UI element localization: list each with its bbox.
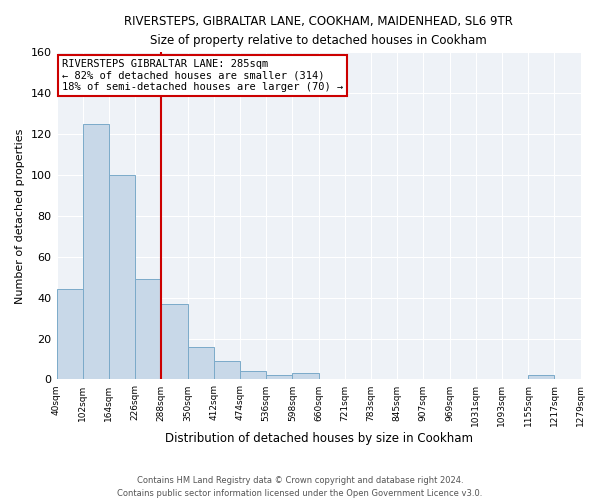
Text: RIVERSTEPS GIBRALTAR LANE: 285sqm
← 82% of detached houses are smaller (314)
18%: RIVERSTEPS GIBRALTAR LANE: 285sqm ← 82% … — [62, 59, 343, 92]
Bar — [240, 372, 266, 380]
Bar — [135, 280, 161, 380]
Bar — [528, 376, 554, 380]
Bar — [188, 346, 214, 380]
Text: Contains HM Land Registry data © Crown copyright and database right 2024.
Contai: Contains HM Land Registry data © Crown c… — [118, 476, 482, 498]
Bar — [109, 175, 135, 380]
Bar — [292, 374, 319, 380]
Bar — [214, 361, 240, 380]
Title: RIVERSTEPS, GIBRALTAR LANE, COOKHAM, MAIDENHEAD, SL6 9TR
Size of property relati: RIVERSTEPS, GIBRALTAR LANE, COOKHAM, MAI… — [124, 15, 513, 47]
Bar — [161, 304, 188, 380]
Bar — [83, 124, 109, 380]
Bar — [56, 290, 83, 380]
Bar — [266, 376, 292, 380]
Y-axis label: Number of detached properties: Number of detached properties — [15, 128, 25, 304]
X-axis label: Distribution of detached houses by size in Cookham: Distribution of detached houses by size … — [164, 432, 473, 445]
